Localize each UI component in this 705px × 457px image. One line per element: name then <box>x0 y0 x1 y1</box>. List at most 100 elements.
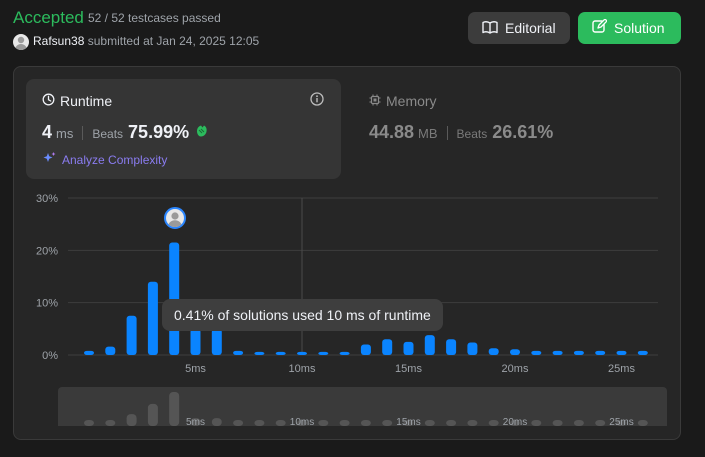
chart-bar[interactable] <box>233 350 244 355</box>
username-link[interactable]: Rafsun38 <box>33 34 85 48</box>
chart-bar[interactable] <box>467 342 478 355</box>
chart-bar[interactable] <box>637 350 648 355</box>
overview-bar <box>488 420 499 426</box>
y-tick-label: 30% <box>36 193 58 205</box>
runtime-beats-label: Beats <box>92 127 124 141</box>
chart-bar[interactable] <box>424 335 435 355</box>
chart-bar[interactable] <box>84 350 94 355</box>
chart-tooltip: 0.41% of solutions used 10 ms of runtime <box>162 299 443 331</box>
overview-bar <box>616 420 627 426</box>
memory-value: 44.88 <box>369 122 415 142</box>
chart-bar[interactable] <box>297 351 307 355</box>
overview-bar <box>318 420 329 426</box>
sparkle-icon <box>42 151 57 168</box>
runtime-beats-value: 75.99% <box>128 122 190 142</box>
divider <box>446 125 448 140</box>
chart-bar[interactable] <box>488 348 499 355</box>
submission-info: Rafsun38 submitted at Jan 24, 2025 12:05 <box>33 34 259 48</box>
chart-bar[interactable] <box>211 328 222 355</box>
chip-icon <box>369 93 381 109</box>
overview-bar <box>531 420 542 426</box>
submitted-time: submitted at Jan 24, 2025 12:05 <box>87 34 260 48</box>
overview-bar <box>105 420 116 426</box>
chart-bar[interactable] <box>147 281 158 355</box>
overview-bar <box>360 420 371 426</box>
overview-bar <box>573 420 584 426</box>
overview-bar <box>403 420 414 426</box>
overview-bar <box>254 420 265 426</box>
your-submission-avatar[interactable] <box>164 207 186 229</box>
runtime-distribution-chart[interactable]: 0% 10% 20% 30% 5ms 10ms 15ms 20ms 25ms <box>0 180 705 380</box>
memory-value-row: 44.88 MB Beats 26.61% <box>369 122 553 143</box>
x-tick-label: 25ms <box>608 363 635 375</box>
memory-tab[interactable]: Memory <box>369 93 437 109</box>
solution-label: Solution <box>614 20 665 36</box>
overview-bar <box>233 420 244 426</box>
solution-button[interactable]: Solution <box>578 12 681 44</box>
x-tick-label: 15ms <box>395 363 422 375</box>
divider <box>82 125 84 140</box>
overview-bar <box>339 420 350 426</box>
chart-bar[interactable] <box>105 346 116 355</box>
y-tick-label: 10% <box>36 298 58 310</box>
memory-unit: MB <box>418 126 438 141</box>
x-tick-label: 5ms <box>185 363 206 375</box>
runtime-value-row: 4 ms Beats 75.99% <box>42 122 209 143</box>
memory-beats-value: 26.61% <box>492 122 554 142</box>
chart-bar[interactable] <box>254 351 265 355</box>
y-tick-label: 0% <box>42 350 58 362</box>
runtime-value: 4 <box>42 122 53 142</box>
x-tick-label: 20ms <box>502 363 529 375</box>
chart-bar[interactable] <box>573 350 584 355</box>
chart-bar[interactable] <box>275 351 286 355</box>
overview-bar <box>211 418 222 426</box>
edit-icon <box>592 18 608 37</box>
chart-bar[interactable] <box>552 350 563 355</box>
runtime-title: Runtime <box>42 93 112 109</box>
overview-x-tick-label: 25ms <box>609 417 633 427</box>
overview-bar <box>467 420 478 426</box>
clapping-hands-icon <box>194 123 209 143</box>
runtime-card[interactable] <box>26 79 341 179</box>
chart-bar[interactable] <box>126 315 137 355</box>
editorial-button[interactable]: Editorial <box>468 12 570 44</box>
memory-title-label: Memory <box>386 93 437 109</box>
analyze-complexity-link[interactable]: Analyze Complexity <box>42 151 167 168</box>
overview-bar <box>169 392 180 426</box>
chart-bar[interactable] <box>510 349 520 355</box>
overview-chart[interactable]: 5ms 10ms 15ms 20ms 25ms <box>0 387 705 427</box>
clock-icon <box>42 93 55 109</box>
chart-bar[interactable] <box>382 339 393 355</box>
memory-beats-label: Beats <box>456 127 488 141</box>
testcases-count: 52 / 52 testcases passed <box>88 11 221 25</box>
chart-bar[interactable] <box>595 350 606 355</box>
overview-bar <box>275 420 286 426</box>
overview-bar <box>126 414 137 426</box>
chart-bar[interactable] <box>190 328 201 355</box>
info-icon[interactable] <box>310 92 324 111</box>
chart-bar[interactable] <box>360 344 371 355</box>
runtime-title-label: Runtime <box>60 93 113 109</box>
overview-bar <box>84 420 94 426</box>
overview-bar <box>595 420 606 426</box>
overview-x-tick-label: 10ms <box>290 417 314 427</box>
chart-bar[interactable] <box>318 351 329 355</box>
chart-bar[interactable] <box>446 339 457 355</box>
overview-x-tick-label: 20ms <box>503 417 527 427</box>
y-tick-label: 20% <box>36 245 58 257</box>
runtime-unit: ms <box>56 126 74 141</box>
chart-overview-brush[interactable] <box>58 387 667 426</box>
chart-bar[interactable] <box>616 350 627 355</box>
overview-bar <box>297 420 307 426</box>
editorial-label: Editorial <box>505 20 556 36</box>
overview-x-tick-label: 5ms <box>186 417 205 427</box>
chart-bar[interactable] <box>339 351 350 355</box>
overview-bar <box>147 403 158 426</box>
user-avatar[interactable] <box>13 34 29 50</box>
overview-bar <box>446 420 457 426</box>
chart-bar[interactable] <box>531 350 542 355</box>
chart-bar[interactable] <box>403 341 414 355</box>
overview-bar <box>424 419 435 426</box>
overview-bar <box>382 420 393 426</box>
overview-bar <box>190 418 201 426</box>
